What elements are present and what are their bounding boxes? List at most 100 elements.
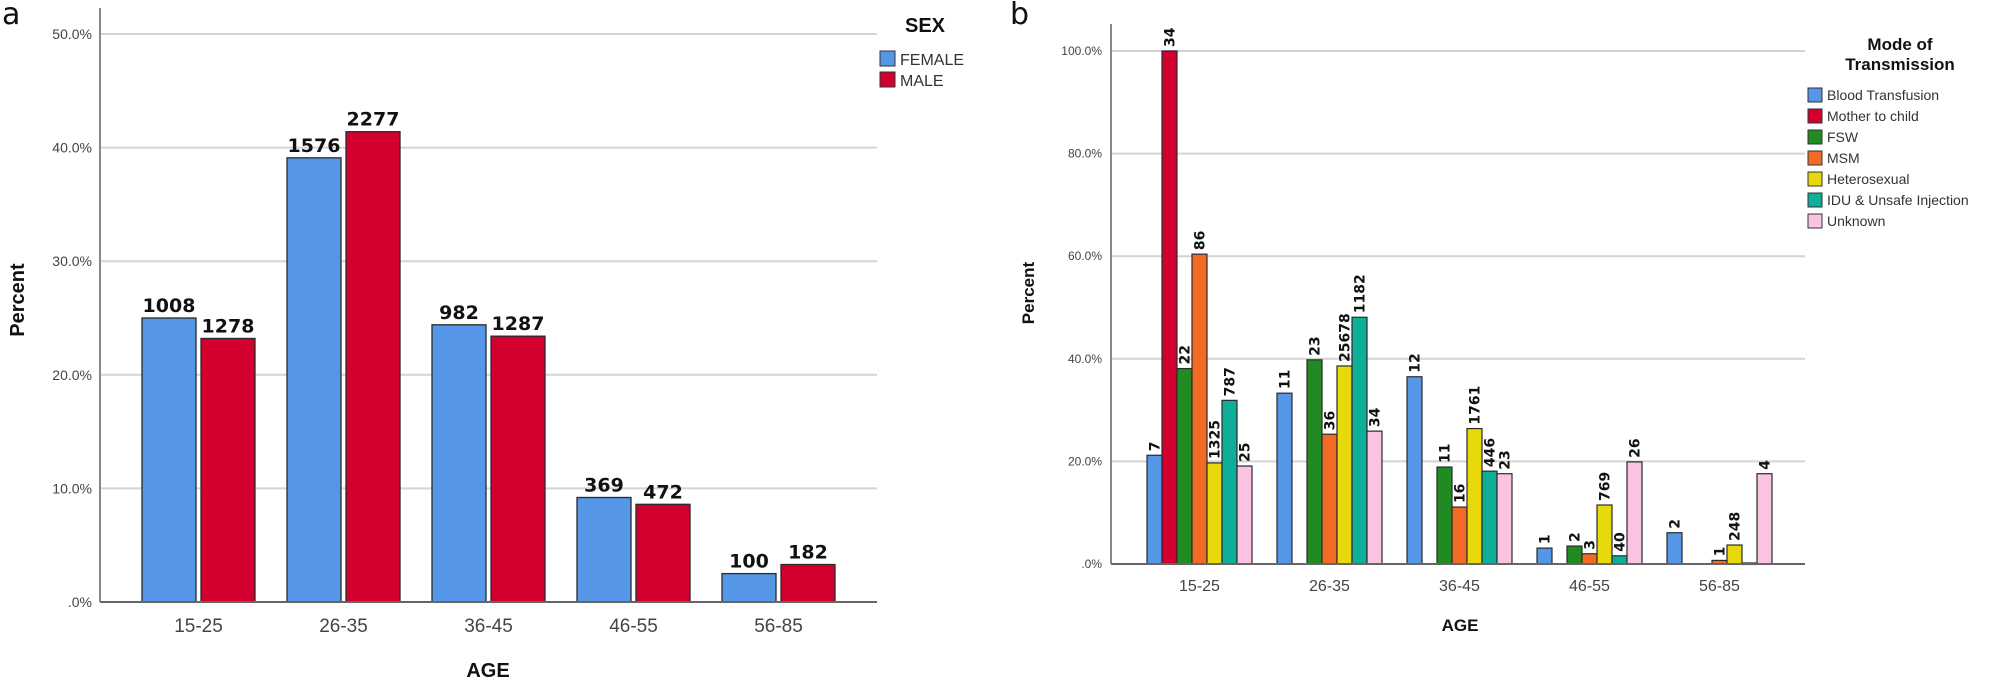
data-label: 22 [1178, 345, 1194, 364]
x-tick-label: 56-85 [1699, 578, 1740, 595]
data-label: 248 [1728, 512, 1744, 541]
y-tick-label: 30.0% [52, 253, 92, 269]
bar-blood-transfusion-56-85 [1666, 532, 1683, 565]
data-label: 16 [1453, 484, 1469, 503]
x-tick-label: 26-35 [319, 616, 368, 637]
legend-label: FSW [1827, 129, 1859, 145]
data-label: 25 [1238, 443, 1254, 462]
data-label: 1 [1538, 534, 1554, 544]
legend-label: Mother to child [1827, 108, 1919, 124]
legend-swatch-mother-to-child [1807, 108, 1823, 124]
y-axis-title: Percent [1019, 261, 1038, 324]
bar-blood-transfusion-26-35 [1276, 392, 1293, 565]
legend-swatch-idu-unsafe-injection [1807, 192, 1823, 208]
bar-unknown-46-55 [1626, 461, 1643, 565]
bar-msm-26-35 [1321, 433, 1338, 565]
x-axis-title: AGE [466, 660, 509, 682]
bar-msm-15-25 [1191, 253, 1208, 565]
bar-fsw-26-35 [1306, 359, 1323, 565]
data-label: 25678 [1338, 313, 1354, 362]
bar-male-15-25 [200, 337, 256, 603]
data-label: 36 [1323, 411, 1339, 430]
y-tick-label: 20.0% [1068, 454, 1102, 468]
legend-label: MSM [1827, 150, 1860, 166]
data-label: 11 [1438, 444, 1454, 463]
panel-letter-b: b [1010, 0, 1029, 32]
data-label: 2277 [347, 109, 400, 131]
bar-unknown-56-85 [1756, 473, 1773, 565]
chart-panel-a: a .0%10.0%20.0%30.0%40.0%50.0% 100812781… [2, 0, 964, 682]
data-label: 40 [1613, 532, 1629, 552]
bar-heterosexual-46-55 [1596, 504, 1613, 565]
legend-label: Heterosexual [1827, 171, 1910, 187]
data-label: 86 [1193, 231, 1209, 250]
bar-female-56-85 [721, 572, 777, 603]
x-tick-label: 36-45 [464, 616, 513, 637]
bar-female-15-25 [141, 317, 197, 603]
data-label: 446 [1483, 438, 1499, 467]
bar-heterosexual-36-45 [1466, 427, 1483, 565]
data-labels: 1008 1278 1576 2277 982 1287 369 472 100 182 [143, 109, 828, 573]
y-tick-label: 100.0% [1061, 44, 1102, 58]
legend-label: Blood Transfusion [1827, 87, 1939, 103]
bar-fsw-15-25 [1176, 367, 1193, 565]
data-label: 1008 [143, 295, 196, 317]
bar-unknown-26-35 [1366, 430, 1383, 565]
data-label: 3 [1583, 540, 1599, 550]
y-tick-labels: .0% 20.0% 40.0% 60.0% 80.0% 100.0% [1061, 44, 1102, 571]
bar-unknown-36-45 [1496, 473, 1513, 565]
bar-heterosexual-15-25 [1206, 462, 1223, 565]
bar-blood-transfusion-36-45 [1406, 376, 1423, 565]
bar-fsw-36-45 [1436, 466, 1453, 565]
y-tick-label: 20.0% [52, 367, 92, 383]
legend-title-line-2: Transmission [1845, 55, 1955, 74]
data-label: 7 [1148, 441, 1164, 451]
data-label: 1278 [202, 315, 255, 337]
y-tick-label: 40.0% [52, 140, 92, 156]
legend-swatch-blood-transfusion [1807, 87, 1823, 103]
bar-female-36-45 [431, 324, 487, 603]
bar-male-46-55 [635, 503, 691, 603]
y-tick-label: 40.0% [1068, 352, 1102, 366]
x-tick-label: 15-25 [1179, 578, 1220, 595]
data-label: 472 [643, 481, 683, 503]
legend-label: IDU & Unsafe Injection [1827, 192, 1969, 208]
bar-female-46-55 [576, 496, 632, 603]
data-label: 1761 [1468, 386, 1484, 425]
data-label: 1182 [1353, 274, 1369, 313]
legend-title: SEX [905, 15, 946, 37]
legend-swatch-unknown [1807, 213, 1823, 229]
data-label: 1576 [288, 135, 341, 157]
data-label: 1287 [492, 313, 545, 335]
bar-blood-transfusion-15-25 [1146, 454, 1163, 565]
legend-title-line-1: Mode of [1867, 35, 1932, 54]
legend-swatch-female [879, 50, 896, 67]
bar-msm-36-45 [1451, 506, 1468, 565]
bar-idu-unsafe-injection-46-55 [1611, 555, 1628, 565]
data-label: 12 [1408, 353, 1424, 372]
data-label: 1325 [1208, 420, 1224, 459]
bar-female-26-35 [286, 157, 342, 603]
chart-panel-b: b .0%20.0%40.0%60.0%80.0%100.0% 73422861… [1010, 0, 1969, 635]
data-label: 23 [1498, 450, 1514, 469]
data-label: 34 [1368, 407, 1384, 427]
data-label: 982 [439, 302, 479, 324]
legend-swatch-heterosexual [1807, 171, 1823, 187]
data-label: 11 [1278, 370, 1294, 389]
bar-male-36-45 [490, 335, 546, 603]
data-label: 23 [1308, 336, 1324, 355]
data-label: 787 [1223, 367, 1239, 396]
y-tick-label: 60.0% [1068, 249, 1102, 263]
data-label: 34 [1163, 27, 1179, 47]
x-tick-label: 36-45 [1439, 578, 1480, 595]
x-tick-labels: 15-25 26-35 36-45 46-55 56-85 [174, 616, 803, 637]
y-tick-label: 50.0% [52, 26, 92, 42]
x-tick-label: 46-55 [609, 616, 658, 637]
y-tick-label: 10.0% [52, 480, 92, 496]
legend: Mode of Transmission Blood Transfusion Mo… [1807, 35, 1969, 229]
bar-unknown-15-25 [1236, 465, 1253, 565]
x-axis-title: AGE [1442, 616, 1479, 635]
bar-blood-transfusion-46-55 [1536, 547, 1553, 565]
legend-swatch-msm [1807, 150, 1823, 166]
